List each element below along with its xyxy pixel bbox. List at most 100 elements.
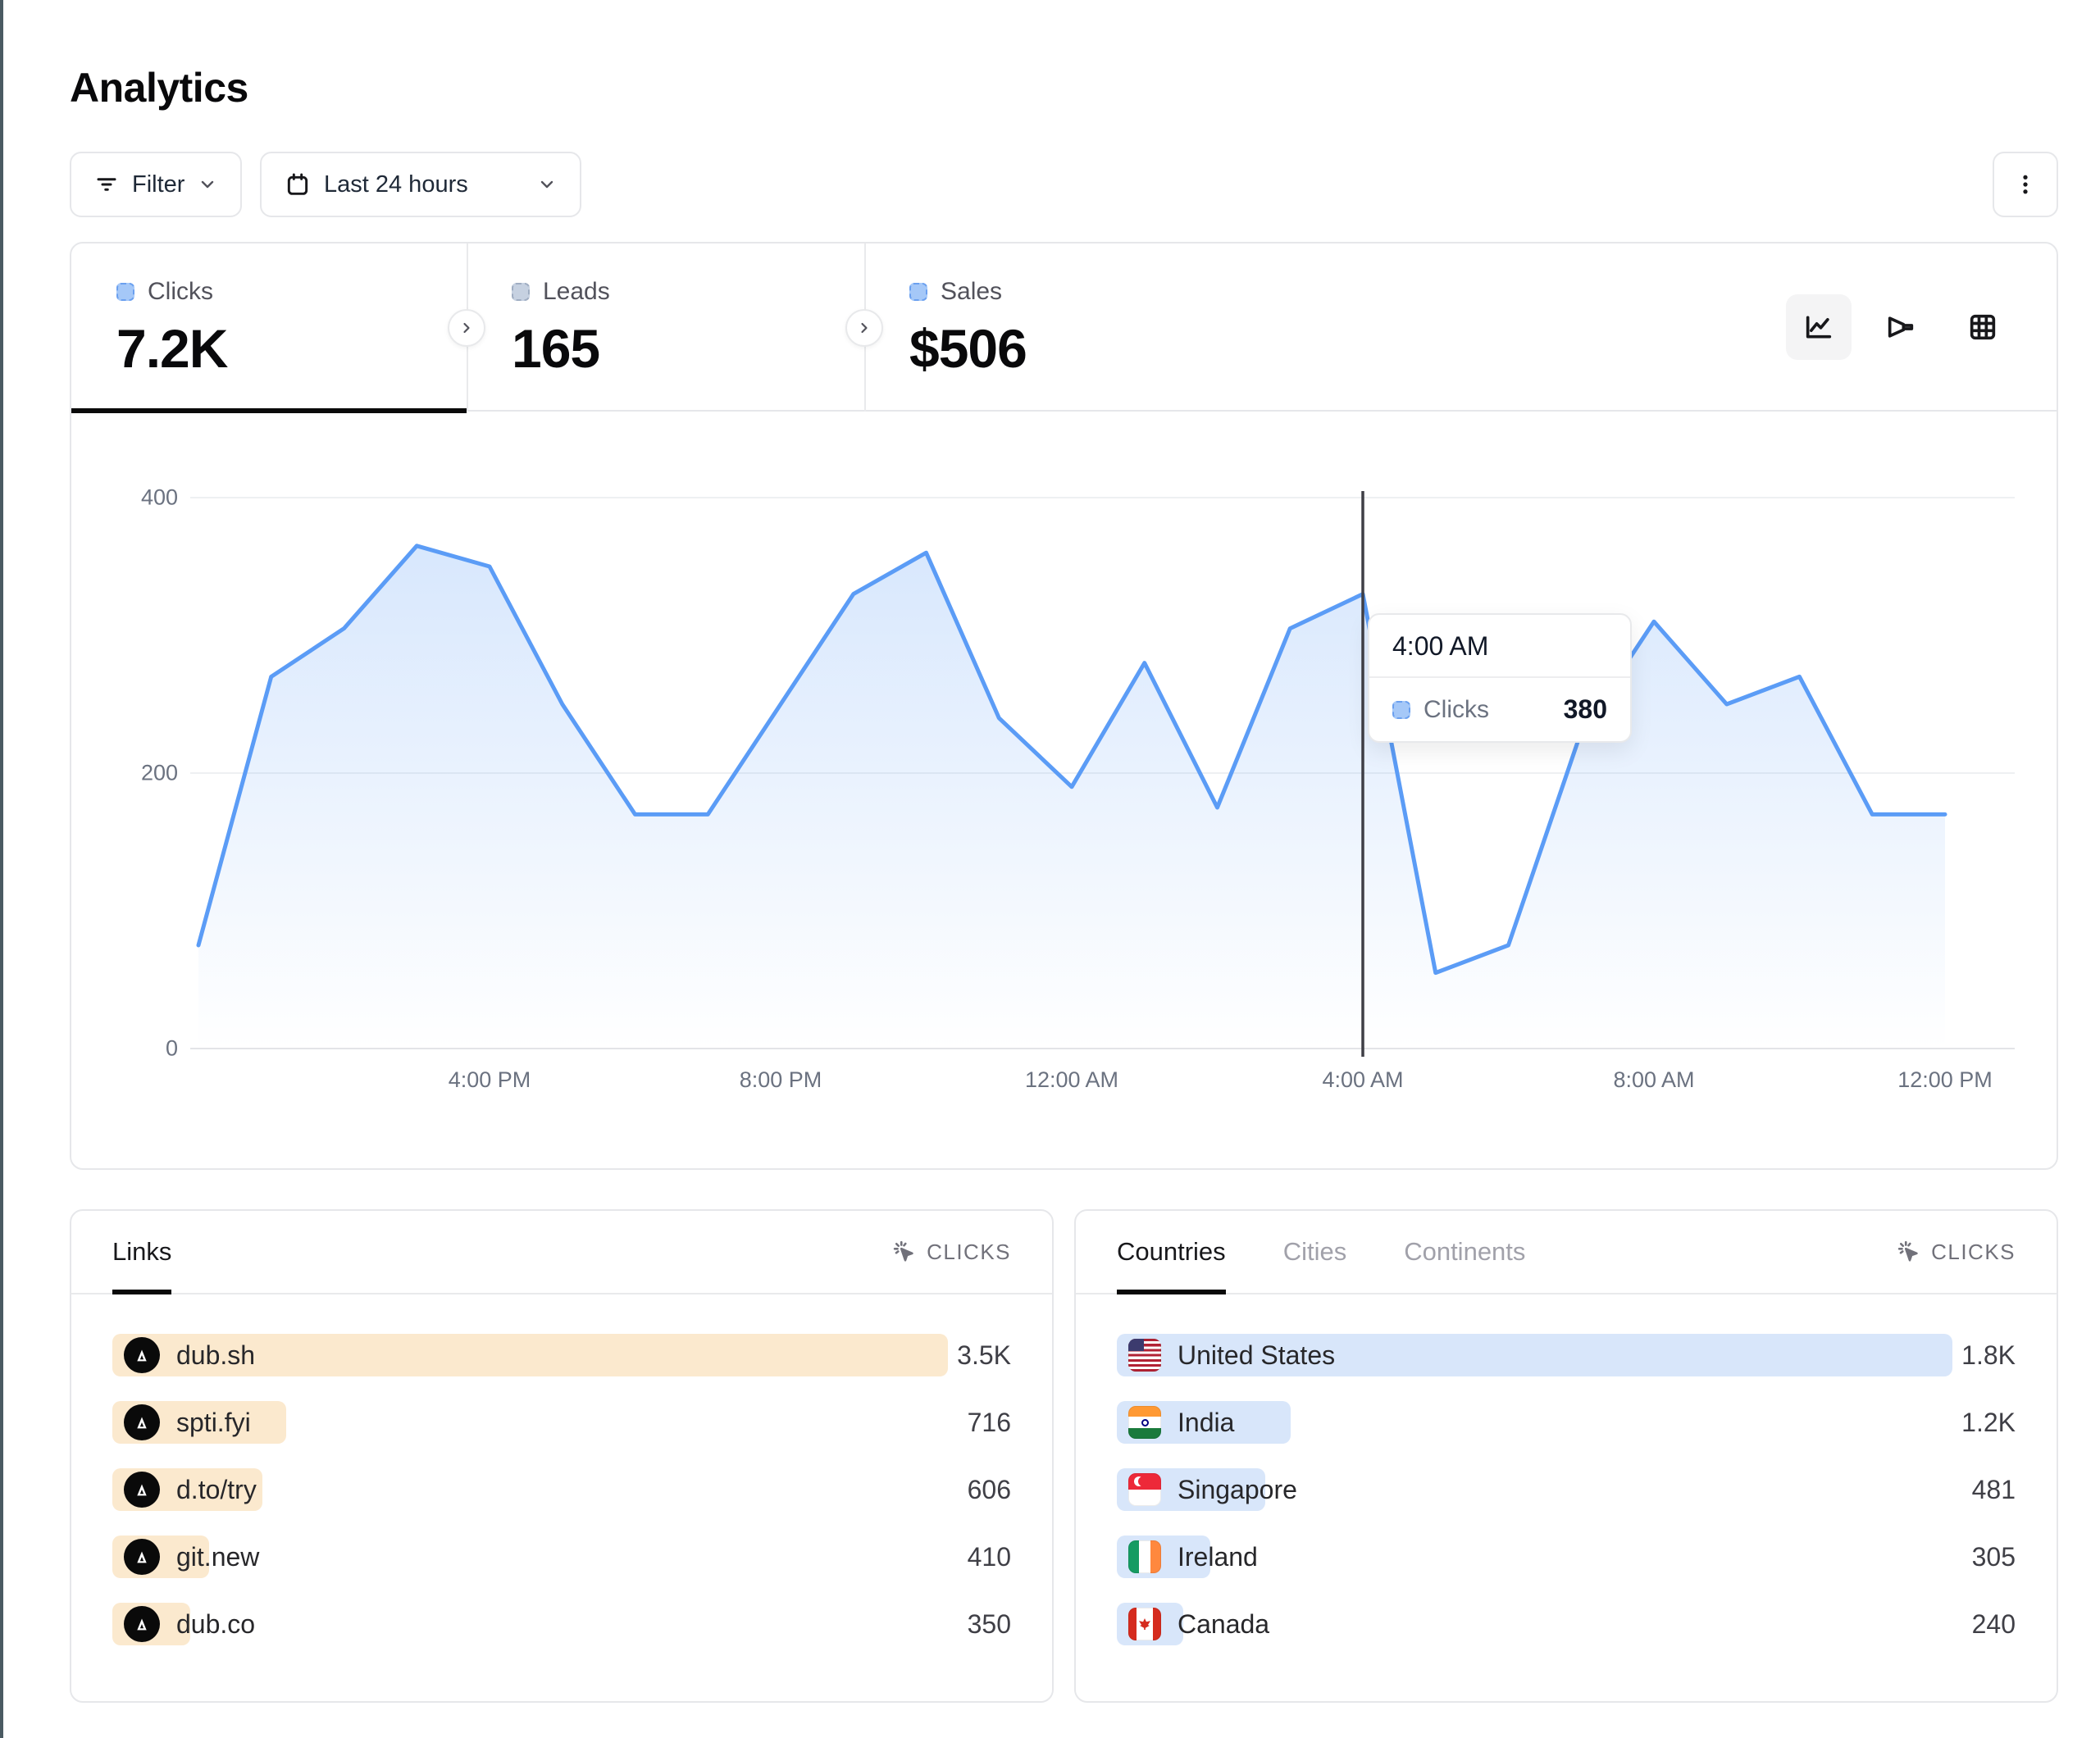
clicks-tab-value: 7.2K xyxy=(116,318,228,379)
table-view-button[interactable] xyxy=(1950,294,2016,360)
expand-leads-button[interactable] xyxy=(448,309,485,347)
clicks-tab-label: Clicks xyxy=(148,278,213,305)
x-axis-tick: 12:00 PM xyxy=(1897,1067,1993,1092)
item-value: 1.2K xyxy=(1961,1407,2016,1437)
flag-india-icon xyxy=(1128,1406,1161,1439)
item-label: dub.sh xyxy=(176,1340,256,1370)
item-value: 410 xyxy=(967,1541,1011,1572)
item-label: d.to/try xyxy=(176,1474,257,1504)
tooltip-value: 380 xyxy=(1563,694,1607,724)
list-item[interactable]: dub.sh 3.5K xyxy=(112,1334,1011,1376)
y-axis-tick: 0 xyxy=(165,1035,178,1061)
links-metric-header[interactable]: CLICKS xyxy=(892,1240,1011,1265)
item-label: India xyxy=(1178,1407,1235,1437)
clicks-legend-swatch xyxy=(116,283,134,301)
list-item[interactable]: India 1.2K xyxy=(1117,1401,2016,1444)
countries-metric-header[interactable]: CLICKS xyxy=(1897,1240,2016,1265)
tab-links[interactable]: Links xyxy=(112,1211,172,1294)
item-value: 305 xyxy=(1971,1541,2016,1572)
cursor-click-icon xyxy=(892,1240,917,1264)
item-value: 716 xyxy=(967,1407,1011,1437)
tab-cities[interactable]: Cities xyxy=(1282,1237,1347,1266)
page-edge-accent xyxy=(0,0,3,1738)
item-value: 240 xyxy=(1971,1608,2016,1639)
tooltip-time: 4:00 AM xyxy=(1392,631,1489,661)
dub-logo-icon xyxy=(124,1539,160,1575)
item-label: Ireland xyxy=(1178,1541,1258,1572)
page-title: Analytics xyxy=(70,65,248,111)
list-item[interactable]: spti.fyi 716 xyxy=(112,1401,1011,1444)
list-item[interactable]: d.to/try 606 xyxy=(112,1468,1011,1511)
item-label: Singapore xyxy=(1178,1474,1297,1504)
calendar-icon xyxy=(285,171,311,198)
list-item[interactable]: Canada 240 xyxy=(1117,1603,2016,1645)
tooltip-series-label: Clicks xyxy=(1424,695,1489,723)
flag-singapore-icon xyxy=(1128,1473,1161,1506)
tab-sales[interactable]: Sales $506 xyxy=(864,243,1262,412)
funnel-icon xyxy=(1884,311,1917,344)
tooltip-legend-swatch xyxy=(1392,700,1410,719)
item-value: 1.8K xyxy=(1961,1340,2016,1370)
item-label: Canada xyxy=(1178,1608,1270,1639)
x-axis-tick: 8:00 PM xyxy=(739,1067,822,1092)
date-range-label: Last 24 hours xyxy=(324,171,468,198)
item-label: United States xyxy=(1178,1340,1336,1370)
funnel-view-button[interactable] xyxy=(1868,294,1934,360)
item-label: git.new xyxy=(176,1541,260,1572)
analytics-card: Clicks 7.2K Leads 165 Sales $506 xyxy=(70,242,2058,1170)
clicks-area-chart[interactable]: 0 200 400 4:00 PM 8:00 PM 12:00 AM 4:00 AM 8:0… xyxy=(71,412,2057,1170)
flag-canada-icon xyxy=(1128,1608,1161,1640)
links-metric-label: CLICKS xyxy=(927,1239,1011,1264)
tab-clicks[interactable]: Clicks 7.2K xyxy=(71,243,467,413)
leads-tab-label: Leads xyxy=(543,278,610,305)
x-axis-tick: 4:00 PM xyxy=(448,1067,531,1092)
tab-leads[interactable]: Leads 165 xyxy=(467,243,864,412)
list-item[interactable]: dub.co 350 xyxy=(112,1603,1011,1645)
countries-panel: Countries Cities Continents CLICKS United … xyxy=(1074,1209,2058,1703)
flag-united-states-icon xyxy=(1128,1339,1161,1372)
item-value: 481 xyxy=(1971,1474,2016,1504)
kebab-menu-icon xyxy=(2013,172,2038,197)
tab-countries[interactable]: Countries xyxy=(1117,1211,1226,1294)
list-item[interactable]: Singapore 481 xyxy=(1117,1468,2016,1511)
expand-sales-button[interactable] xyxy=(845,309,883,347)
flag-ireland-icon xyxy=(1128,1540,1161,1573)
date-range-button[interactable]: Last 24 hours xyxy=(260,152,581,217)
chart-view-toggles xyxy=(1786,294,2016,360)
item-label: spti.fyi xyxy=(176,1407,251,1437)
x-axis-tick: 8:00 AM xyxy=(1613,1067,1695,1092)
tab-continents[interactable]: Continents xyxy=(1404,1237,1526,1266)
chart-canvas xyxy=(190,491,2015,1057)
leads-legend-swatch xyxy=(512,283,530,301)
filter-button-label: Filter xyxy=(132,171,185,198)
list-item[interactable]: git.new 410 xyxy=(112,1536,1011,1578)
filter-button[interactable]: Filter xyxy=(70,152,243,217)
dub-logo-icon xyxy=(124,1337,160,1373)
sales-tab-value: $506 xyxy=(909,318,1027,379)
line-chart-view-button[interactable] xyxy=(1786,294,1852,360)
y-axis-tick: 200 xyxy=(140,760,178,785)
sales-legend-swatch xyxy=(909,283,927,301)
dub-logo-icon xyxy=(124,1606,160,1642)
chevron-down-icon xyxy=(198,175,217,194)
countries-metric-label: CLICKS xyxy=(1931,1239,2016,1264)
kebab-menu-button[interactable] xyxy=(1993,152,2058,217)
cursor-click-icon xyxy=(1897,1240,1921,1264)
stats-tabs: Clicks 7.2K Leads 165 Sales $506 xyxy=(71,243,2057,413)
item-value: 606 xyxy=(967,1474,1011,1504)
filter-icon xyxy=(94,172,119,197)
links-panel: Links CLICKS dub.sh 3.5K spti.fyi 716 d.to/t… xyxy=(70,1209,1054,1703)
chart-tooltip: 4:00 AM Clicks 380 xyxy=(1368,613,1632,743)
dub-logo-icon xyxy=(124,1472,160,1508)
list-item[interactable]: Ireland 305 xyxy=(1117,1536,2016,1578)
item-value: 350 xyxy=(967,1608,1011,1639)
x-axis-tick: 4:00 AM xyxy=(1322,1067,1404,1092)
table-grid-icon xyxy=(1966,311,1999,344)
item-value: 3.5K xyxy=(957,1340,1011,1370)
list-item[interactable]: United States 1.8K xyxy=(1117,1334,2016,1376)
value-bar xyxy=(112,1334,949,1376)
active-tab-underline xyxy=(71,408,467,413)
leads-tab-value: 165 xyxy=(512,318,600,379)
item-label: dub.co xyxy=(176,1608,256,1639)
chevron-down-icon xyxy=(537,175,557,194)
